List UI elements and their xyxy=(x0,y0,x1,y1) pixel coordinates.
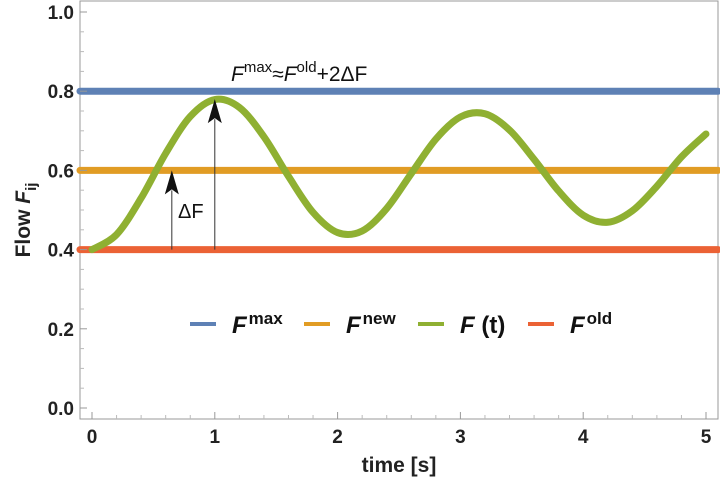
arrow-head-icon xyxy=(164,170,179,195)
plot-frame xyxy=(79,0,719,420)
annotation-fmax-base: F xyxy=(231,63,245,86)
legend-label: F (t) xyxy=(460,312,505,339)
y-tick-label: 0.0 xyxy=(48,399,74,420)
legend-entry-ft: F (t) xyxy=(418,312,505,339)
x-tick-label: 1 xyxy=(210,427,221,448)
x-tick-label: 5 xyxy=(701,427,712,448)
arrow-head-icon xyxy=(207,99,222,124)
series-line-ft xyxy=(88,95,710,254)
x-tick-label: 2 xyxy=(332,427,343,448)
annotation-fold-sup: old xyxy=(297,59,317,76)
y-tick-label: 0.4 xyxy=(48,241,75,262)
y-tick-label: 0.6 xyxy=(48,161,74,182)
annotation-approx-fold: ≈F xyxy=(272,63,298,86)
annotation-fmax-sup: max xyxy=(244,59,273,76)
x-tick-label: 3 xyxy=(455,427,466,448)
y-tick-label: 1.0 xyxy=(48,3,74,24)
annotation-plus-two-delta-f: +2ΔF xyxy=(317,63,368,86)
x-tick-label: 0 xyxy=(87,427,98,448)
y-axis-label: Flow Fij xyxy=(12,183,40,258)
y-tick-label: 0.8 xyxy=(48,82,74,103)
annotation-label-delta-f: ΔF xyxy=(178,201,204,223)
x-axis-label: time [s] xyxy=(362,454,437,477)
y-tick-label: 0.2 xyxy=(48,320,74,341)
x-tick-label: 4 xyxy=(578,427,589,448)
annotation-label-fmax: Fmax≈Fold+2ΔF xyxy=(231,59,367,86)
